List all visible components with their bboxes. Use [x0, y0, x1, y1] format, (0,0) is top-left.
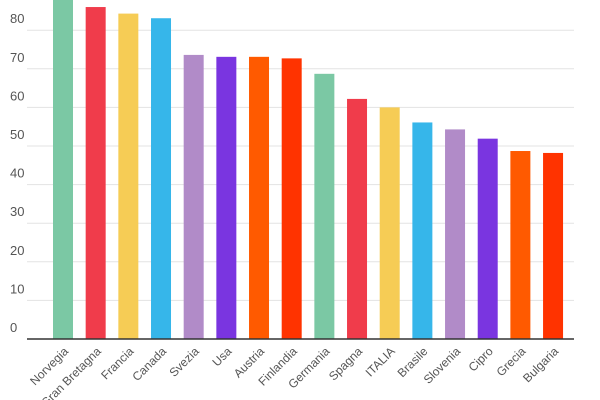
bar-spagna — [347, 98, 368, 340]
x-tick-label: ITALIA — [363, 344, 398, 379]
x-tick-label: Slovenia — [421, 344, 464, 387]
y-tick-label: 60 — [10, 88, 24, 103]
y-tick-label: 10 — [10, 281, 24, 296]
x-tick-label: Usa — [209, 344, 234, 369]
bar-gran-bretagna — [85, 7, 106, 339]
bar-francia — [118, 13, 139, 340]
x-tick-label: Svezia — [166, 344, 202, 380]
bar-usa — [216, 56, 237, 340]
bar-canada — [151, 18, 172, 339]
bar-austria — [249, 56, 270, 340]
bar-finlandia — [281, 58, 302, 340]
bars — [53, 0, 564, 340]
y-tick-label: 50 — [10, 127, 24, 142]
bar-brasile — [412, 122, 433, 339]
y-tick-label: 30 — [10, 204, 24, 219]
y-tick-label: 20 — [10, 243, 24, 258]
x-tick-label: Bulgaria — [520, 344, 561, 385]
x-tick-label: Cipro — [466, 344, 496, 374]
x-tick-label: Canada — [130, 344, 170, 384]
y-tick-label: 70 — [10, 50, 24, 65]
y-tick-label: 80 — [10, 11, 24, 26]
bar-germania — [314, 73, 335, 340]
bar-slovenia — [445, 129, 466, 339]
y-tick-label: 40 — [10, 166, 24, 181]
bar-bulgaria — [543, 152, 564, 339]
x-tick-label: Spagna — [326, 344, 365, 383]
bar-grecia — [510, 151, 531, 339]
bar-svezia — [183, 54, 204, 340]
bar-italia — [379, 107, 400, 340]
y-tick-label: 0 — [10, 320, 17, 335]
y-axis-ticks: 0 10 20 30 40 50 60 70 80 — [10, 11, 24, 335]
bar-cipro — [477, 138, 498, 339]
bar-norvegia — [53, 0, 73, 339]
